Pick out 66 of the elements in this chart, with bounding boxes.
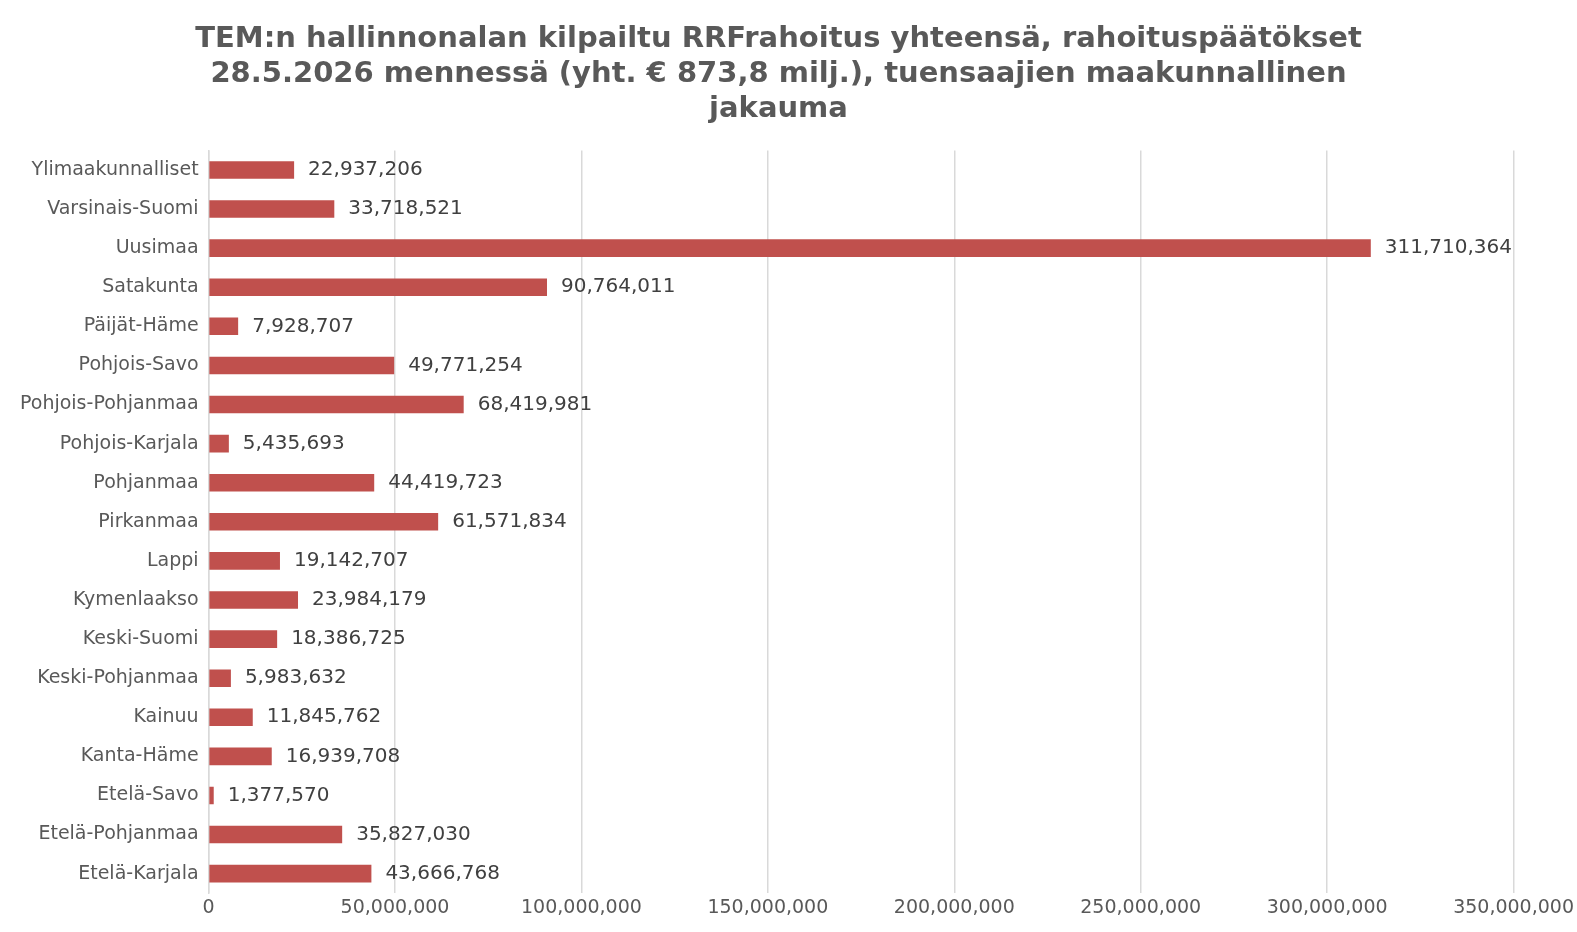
bar — [209, 161, 295, 179]
x-tick-label: 150,000,000 — [707, 894, 829, 917]
y-tick-label: Satakunta — [102, 274, 199, 297]
bar — [209, 630, 278, 648]
x-tick-label: 50,000,000 — [340, 894, 450, 917]
x-tick-label: 300,000,000 — [1266, 894, 1388, 917]
y-tick-label: Pirkanmaa — [98, 508, 199, 531]
data-label: 61,571,834 — [452, 508, 567, 532]
bar — [209, 552, 280, 570]
bar — [209, 786, 214, 805]
data-label: 22,937,206 — [308, 156, 423, 181]
data-label: 49,771,254 — [408, 351, 523, 376]
bar — [209, 434, 229, 453]
y-tick-label: Etelä-Savo — [97, 782, 199, 805]
y-tick-label: Pohjanmaa — [93, 469, 199, 492]
y-tick-label: Pohjois-Pohjanmaa — [20, 391, 199, 414]
data-label: 23,984,179 — [312, 586, 427, 611]
x-tick-label: 0 — [202, 894, 215, 917]
bar — [209, 317, 239, 336]
x-tick-label: 100,000,000 — [521, 894, 642, 917]
bar — [209, 747, 272, 766]
chart-title: TEM:n hallinnonalan kilpailtu RRFrahoitus yhteensä, rahoituspäätökset 28.5.2026 mennessä (yht. € 873,8 milj.), tuensaajien maakunnallinen jakauma — [195, 19, 1362, 124]
data-label: 11,845,762 — [266, 703, 382, 728]
data-label: 44,419,723 — [388, 468, 503, 493]
bar — [209, 825, 343, 844]
data-label: 68,419,981 — [477, 390, 593, 415]
bar — [209, 239, 1371, 257]
data-label: 33,718,521 — [348, 195, 463, 220]
y-tick-label: Etelä-Karjala — [78, 860, 199, 883]
y-tick-label: Keski-Pohjanmaa — [37, 665, 199, 688]
y-tick-label: Ylimaakunnalliset — [30, 156, 199, 179]
y-tick-label: Kainuu — [133, 704, 199, 727]
x-tick-label: 250,000,000 — [1080, 894, 1202, 917]
bar — [209, 395, 464, 414]
bar — [209, 200, 335, 218]
y-tick-label: Varsinais-Suomi — [47, 195, 199, 218]
data-label: 18,386,725 — [291, 625, 406, 650]
data-label: 1,377,570 — [227, 781, 330, 806]
x-tick-label: 350,000,000 — [1453, 894, 1574, 917]
x-tick-label: 200,000,000 — [893, 894, 1015, 917]
data-label: 5,435,693 — [242, 429, 345, 454]
data-label: 7,928,707 — [252, 312, 354, 337]
y-tick-label: Etelä-Pohjanmaa — [38, 821, 199, 844]
bar — [209, 708, 253, 727]
y-tick-label: Kymenlaakso — [72, 586, 199, 609]
y-tick-label: Päijät-Häme — [83, 313, 199, 336]
y-tick-label: Pohjois-Savo — [78, 352, 199, 375]
data-label: 43,666,768 — [385, 859, 500, 884]
bar — [209, 473, 375, 492]
y-tick-label: Kanta-Häme — [80, 743, 199, 766]
y-tick-label: Pohjois-Karjala — [59, 430, 199, 453]
data-label: 19,142,707 — [293, 547, 409, 572]
data-label: 90,764,011 — [561, 273, 676, 298]
data-label: 5,983,632 — [244, 664, 347, 689]
bar — [209, 513, 439, 531]
data-label: 311,710,364 — [1384, 234, 1513, 259]
data-label: 16,939,708 — [285, 742, 401, 767]
y-tick-label: Keski-Suomi — [82, 626, 199, 649]
bar — [209, 278, 547, 297]
data-label: 35,827,030 — [356, 820, 471, 845]
bar — [209, 669, 231, 687]
bar — [209, 356, 395, 375]
bar — [209, 591, 299, 609]
bar — [209, 864, 372, 883]
y-tick-label: Lappi — [146, 547, 199, 570]
y-tick-label: Uusimaa — [115, 235, 199, 258]
